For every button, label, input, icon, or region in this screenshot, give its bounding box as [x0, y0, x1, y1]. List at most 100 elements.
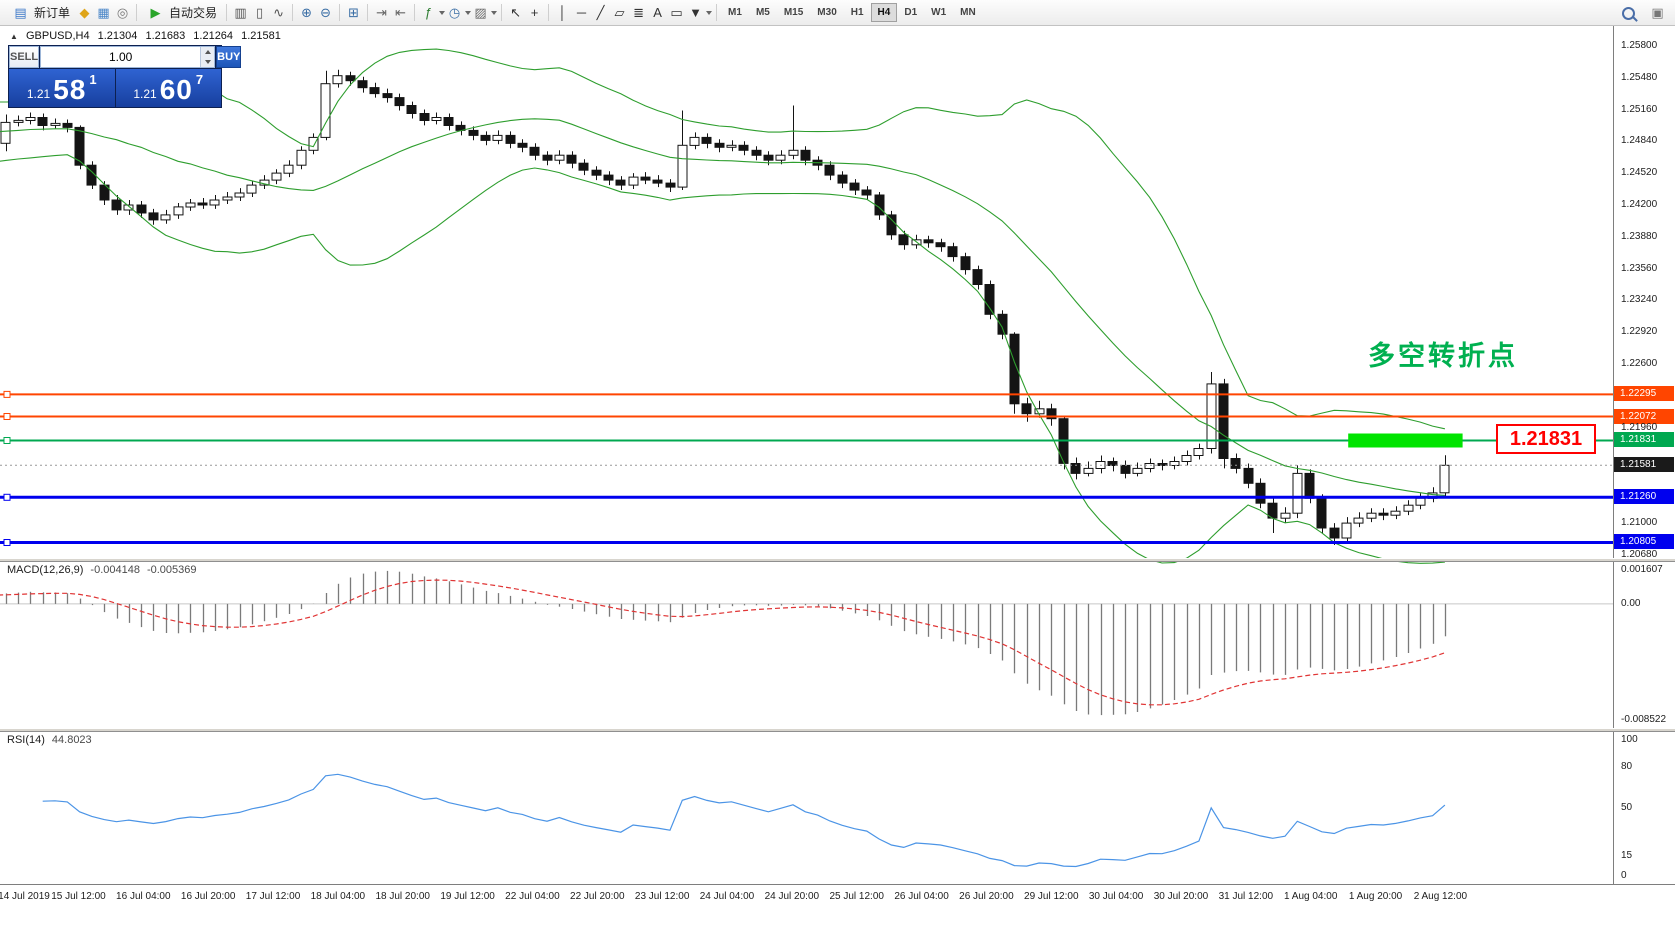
- zoom-in-icon[interactable]: ⊕: [301, 4, 312, 20]
- volume-down-button[interactable]: [201, 57, 215, 67]
- rsi-panel-splitter[interactable]: [0, 728, 1675, 732]
- dropdown-caret-icon[interactable]: [706, 10, 713, 15]
- candle: [726, 144, 737, 148]
- candle: [800, 149, 811, 161]
- candle: [246, 184, 257, 194]
- volume-input[interactable]: [41, 47, 201, 67]
- candle: [419, 113, 430, 121]
- timeframe-W1[interactable]: W1: [931, 7, 947, 18]
- magnifier-glyph: [1622, 6, 1635, 20]
- time-axis[interactable]: 14 Jul 2019 15 Jul 12:00 16 Jul 04:00 16 Ju…: [0, 884, 1675, 952]
- timeframe-D1[interactable]: D1: [904, 7, 918, 18]
- new-order-button[interactable]: ▤ 新订单: [6, 1, 75, 25]
- algo-trading-icon: ▶: [150, 4, 161, 20]
- candle: [1107, 461, 1118, 466]
- symbol-name: GBPUSD,H4: [25, 30, 90, 42]
- macd-value-main: -0.004148: [90, 564, 140, 576]
- up-arrow-icon: [204, 50, 211, 54]
- candle: [25, 117, 36, 121]
- timeframe-M30[interactable]: M30: [817, 7, 837, 18]
- one-click-collapse-icon[interactable]: ▲: [10, 32, 18, 41]
- ohlc-close: 1.21581: [241, 30, 281, 42]
- buy-button[interactable]: BUY: [216, 46, 242, 68]
- zoom-out-icon[interactable]: ⊖: [320, 4, 331, 20]
- candle: [1378, 512, 1389, 516]
- time-axis-label: 30 Jul 20:00: [1153, 891, 1209, 902]
- timeframe-H1[interactable]: H1: [850, 7, 864, 18]
- candle: [554, 154, 565, 161]
- panel-toggle-icon[interactable]: ▣: [1651, 5, 1664, 20]
- cursor-icon[interactable]: ↖: [510, 4, 521, 20]
- candle: [849, 182, 860, 191]
- fibonacci-icon[interactable]: ≣: [633, 4, 644, 20]
- chart-shift-icon[interactable]: ⇤: [395, 4, 406, 20]
- trendline-icon[interactable]: ╱: [596, 4, 605, 20]
- candle: [136, 204, 147, 214]
- time-axis-label: 16 Jul 20:00: [180, 891, 236, 902]
- time-axis-label: 17 Jul 12:00: [245, 891, 301, 902]
- vertical-line-icon[interactable]: │: [558, 4, 567, 20]
- buy-price-box[interactable]: 1.21 60 7: [115, 69, 221, 107]
- text-icon[interactable]: A: [653, 4, 662, 20]
- candle: [1181, 455, 1192, 462]
- tile-windows-icon[interactable]: ⊞: [348, 4, 359, 20]
- shapes-icon[interactable]: ▼: [689, 4, 702, 20]
- candle: [1341, 522, 1352, 539]
- candle: [320, 83, 331, 138]
- time-axis-label: 16 Jul 04:00: [116, 891, 171, 902]
- time-axis-label: 24 Jul 04:00: [699, 891, 755, 902]
- navigator-icon[interactable]: ◎: [116, 4, 129, 20]
- candle: [332, 75, 343, 85]
- line-chart-icon[interactable]: ∿: [273, 4, 284, 20]
- dropdown-caret-icon[interactable]: [465, 10, 472, 15]
- search-icon[interactable]: [1619, 3, 1638, 23]
- time-axis-label: 15 Jul 12:00: [51, 891, 106, 902]
- channel-icon[interactable]: ▱: [614, 4, 625, 20]
- candle: [1255, 482, 1266, 504]
- rsi-line: [42, 773, 1446, 868]
- timeframe-MN[interactable]: MN: [960, 7, 976, 18]
- main-chart[interactable]: [0, 0, 1613, 884]
- candle: [652, 179, 663, 184]
- candles-chart-icon[interactable]: ▯: [255, 4, 264, 20]
- auto-scroll-icon[interactable]: ⇥: [376, 4, 387, 20]
- periods-icon[interactable]: ◷: [448, 4, 461, 20]
- candle: [578, 162, 589, 171]
- timeframe-M1[interactable]: M1: [728, 7, 742, 18]
- time-axis-label: 31 Jul 12:00: [1218, 891, 1274, 902]
- volume-up-button[interactable]: [201, 47, 215, 57]
- candle: [234, 192, 245, 198]
- bars-chart-icon[interactable]: ▥: [234, 4, 247, 20]
- label-icon[interactable]: ▭: [670, 4, 683, 20]
- rsi-name: RSI(14): [7, 734, 45, 746]
- candle: [209, 199, 220, 206]
- bollinger-lower: [0, 154, 1445, 564]
- rsi-header: RSI(14) 44.8023: [7, 734, 92, 746]
- candle: [529, 146, 540, 156]
- macd-panel-splitter[interactable]: [0, 558, 1675, 562]
- templates-icon[interactable]: ▨: [474, 4, 487, 20]
- dropdown-caret-icon[interactable]: [491, 10, 498, 15]
- sell-button[interactable]: SELL: [9, 46, 40, 68]
- timeframe-H4[interactable]: H4: [870, 3, 898, 22]
- dropdown-caret-icon[interactable]: [439, 10, 446, 15]
- ohlc-open: 1.21304: [97, 30, 138, 42]
- candle: [701, 136, 712, 144]
- timeframe-M15[interactable]: M15: [783, 7, 804, 18]
- market-watch-icon[interactable]: ◆: [79, 4, 90, 20]
- candle: [1083, 467, 1094, 474]
- candle: [886, 214, 897, 236]
- horizontal-line-icon[interactable]: ─: [576, 4, 587, 20]
- price-axis[interactable]: [1613, 26, 1675, 884]
- candle: [185, 202, 196, 208]
- data-window-icon[interactable]: ▦: [97, 4, 110, 20]
- algo-trading-button[interactable]: ▶ 自动交易: [141, 1, 222, 25]
- indicators-icon[interactable]: ƒ: [424, 4, 433, 20]
- crosshair-icon[interactable]: +: [530, 4, 539, 20]
- timeframe-M5[interactable]: M5: [755, 7, 770, 18]
- candle: [960, 256, 971, 271]
- one-click-trading-panel: SELL BUY 1.21 58 1 1.21 60 7: [8, 45, 242, 108]
- sell-price-box[interactable]: 1.21 58 1: [9, 69, 115, 107]
- toolbar: ▤ 新订单 ◆ ▦ ◎ ▶ 自动交易 ▥ ▯ ∿ ⊕ ⊖ ⊞ ⇥ ⇤ ƒ ◷ ▨ ↖ + │ ─ ╱ ▱ ≣ A ▭ ▼ M…: [0, 0, 1675, 26]
- candle: [997, 313, 1008, 335]
